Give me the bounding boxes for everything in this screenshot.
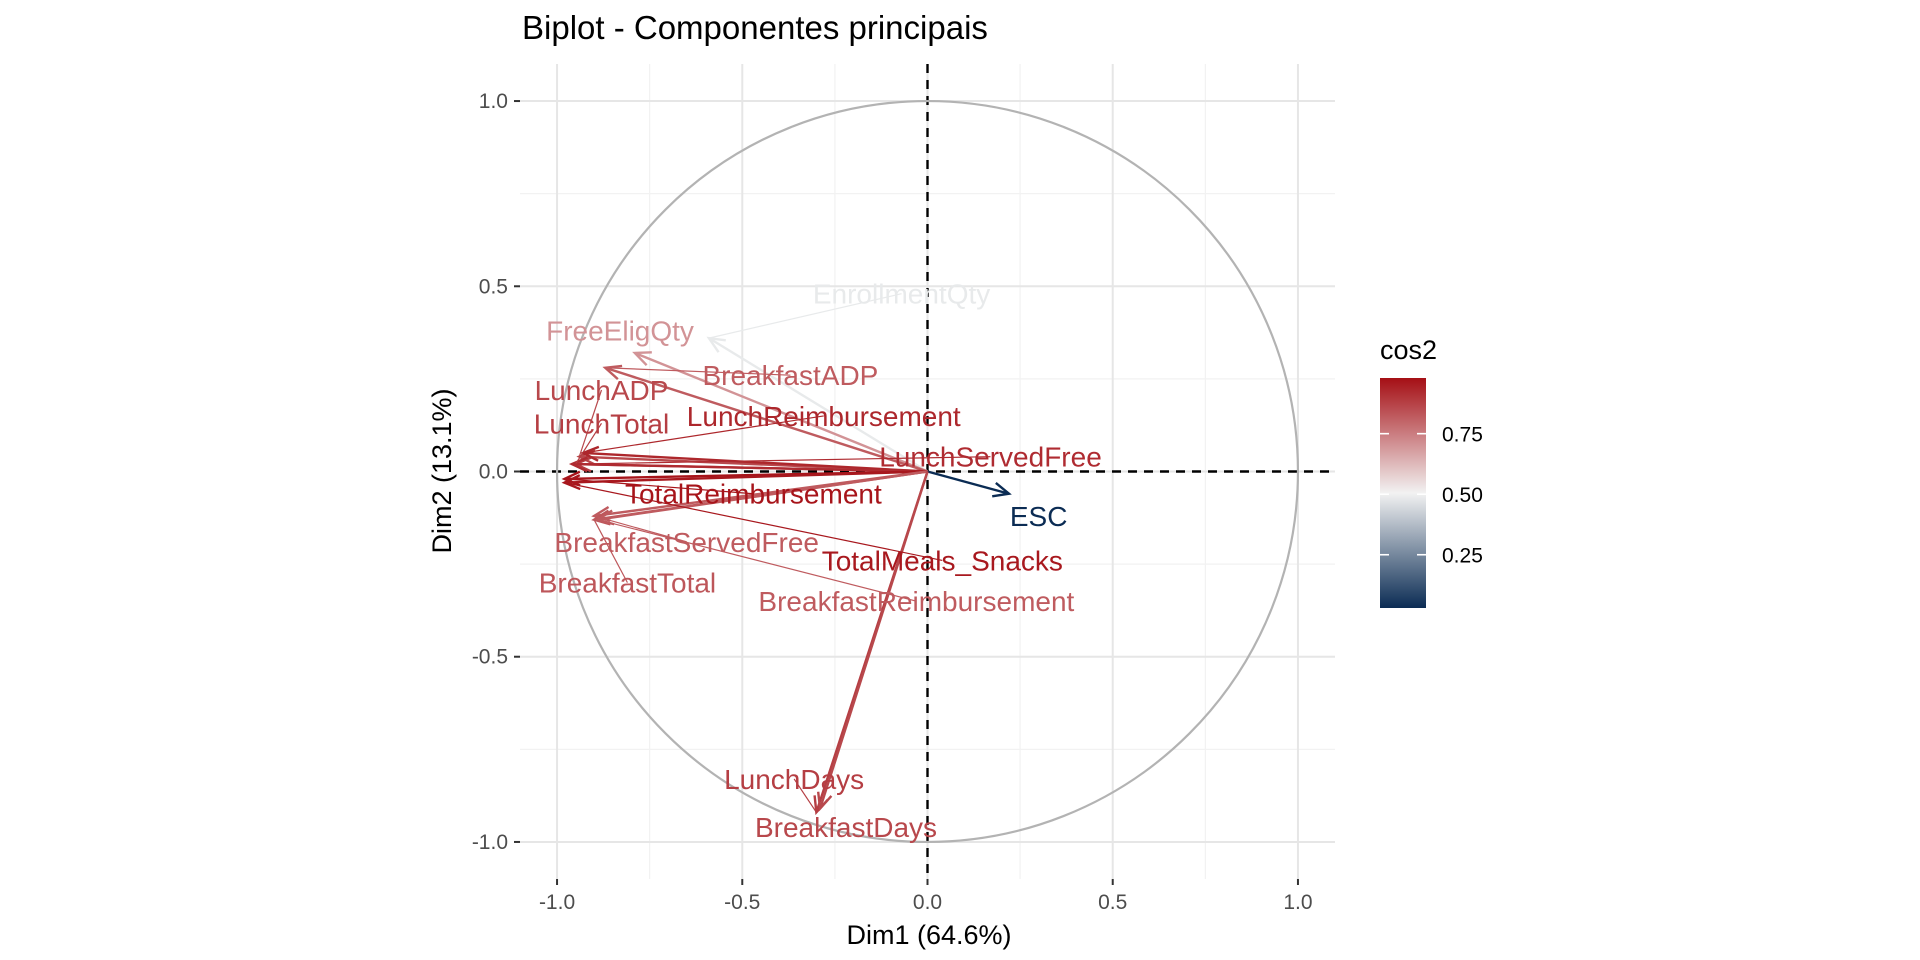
- connector-enrollmentqty: [708, 293, 902, 339]
- x-tick-label: -0.5: [724, 891, 760, 914]
- chart-title: Biplot - Componentes principais: [522, 9, 988, 46]
- legend-tick-label: 0.75: [1442, 424, 1483, 447]
- label-lunchreimbursement: LunchReimbursement: [687, 401, 961, 432]
- legend-tick-label: 0.50: [1442, 484, 1483, 507]
- arrow-shaft: [634, 351, 928, 473]
- label-lunchdays: LunchDays: [724, 764, 864, 795]
- label-totalreimbursement: TotalReimbursement: [625, 479, 882, 510]
- connector-totalreimbursement: [564, 478, 754, 495]
- arrow-shaft: [571, 462, 928, 473]
- arrow-shaft: [564, 470, 928, 484]
- label-esc: ESC: [1010, 501, 1068, 532]
- connector-totalmeals_snacks: [564, 482, 943, 561]
- arrow-shaft: [582, 451, 928, 473]
- legend-ticks: 0.25 0.50 0.75: [1380, 424, 1483, 568]
- connector-breakfastservedfree: [593, 515, 687, 543]
- legend-title: cos2: [1380, 335, 1437, 365]
- connector-breakfastadp: [605, 367, 791, 376]
- arrow-shaft: [597, 470, 928, 521]
- variable-labels: EnrollmentQty FreeEligQty BreakfastADP Lunc…: [534, 279, 1102, 843]
- label-breakfastdays: BreakfastDays: [755, 812, 937, 843]
- arrow-head: [816, 791, 833, 812]
- label-lunchtotal: LunchTotal: [534, 408, 669, 439]
- arrow-head: [992, 482, 1012, 498]
- y-tick-label: 1.0: [479, 90, 508, 113]
- y-axis-title: Dim2 (13.1%): [427, 388, 457, 553]
- x-tick-label: -1.0: [539, 891, 575, 914]
- connector-lunchreimbursement: [582, 415, 824, 454]
- y-tick-label: 0.0: [479, 461, 508, 484]
- label-lunchservedfree: LunchServedFree: [879, 442, 1102, 473]
- x-axis-title: Dim1 (64.6%): [846, 920, 1011, 950]
- y-tick-label: -1.0: [472, 831, 508, 854]
- arrow-shaft: [604, 366, 928, 473]
- arrow-shaft: [708, 337, 929, 473]
- connector-breakfasttotal: [593, 519, 628, 583]
- label-freeeligqty: FreeEligQty: [546, 316, 694, 347]
- label-breakfastservedfree: BreakfastServedFree: [554, 527, 819, 558]
- label-breakfastadp: BreakfastADP: [703, 360, 879, 391]
- y-axis-ticks: 1.0 0.5 0.0 -0.5 -1.0: [472, 90, 520, 854]
- y-tick-label: 0.5: [479, 275, 508, 298]
- connector-lunchdays: [793, 778, 817, 813]
- label-lunchadp: LunchADP: [535, 375, 669, 406]
- y-tick-label: -0.5: [472, 646, 508, 669]
- x-tick-label: 0.0: [913, 891, 942, 914]
- x-axis-ticks: -1.0 -0.5 0.0 0.5 1.0: [539, 879, 1313, 914]
- arrow-esc: [927, 470, 1012, 498]
- arrow-freeeligqty: [632, 351, 928, 473]
- connector-lunchservedfree: [571, 456, 991, 465]
- legend-tick-label: 0.25: [1442, 545, 1483, 568]
- arrow-head: [632, 351, 652, 367]
- cos2-legend: cos2 0.25 0.50 0.75: [1380, 335, 1483, 608]
- x-tick-label: 1.0: [1283, 891, 1312, 914]
- correlation-circle: [555, 99, 1300, 844]
- connector-lunchtotal: [575, 423, 603, 465]
- label-breakfastreimbursement: BreakfastReimbursement: [758, 586, 1074, 617]
- arrow-shaft: [818, 471, 929, 809]
- arrow-breakfastdays: [816, 471, 929, 812]
- label-breakfasttotal: BreakfastTotal: [539, 568, 716, 599]
- label-connectors: [564, 293, 991, 813]
- connector-breakfastreimbursement: [597, 519, 917, 602]
- label-enrollmentqty: EnrollmentQty: [813, 279, 990, 310]
- x-tick-label: 0.5: [1098, 891, 1127, 914]
- connector-lunchadp: [578, 389, 603, 457]
- label-totalmeals_snacks: TotalMeals_Snacks: [822, 545, 1063, 576]
- arrow-shaft: [927, 470, 1010, 495]
- legend-colorbar: [1380, 378, 1426, 608]
